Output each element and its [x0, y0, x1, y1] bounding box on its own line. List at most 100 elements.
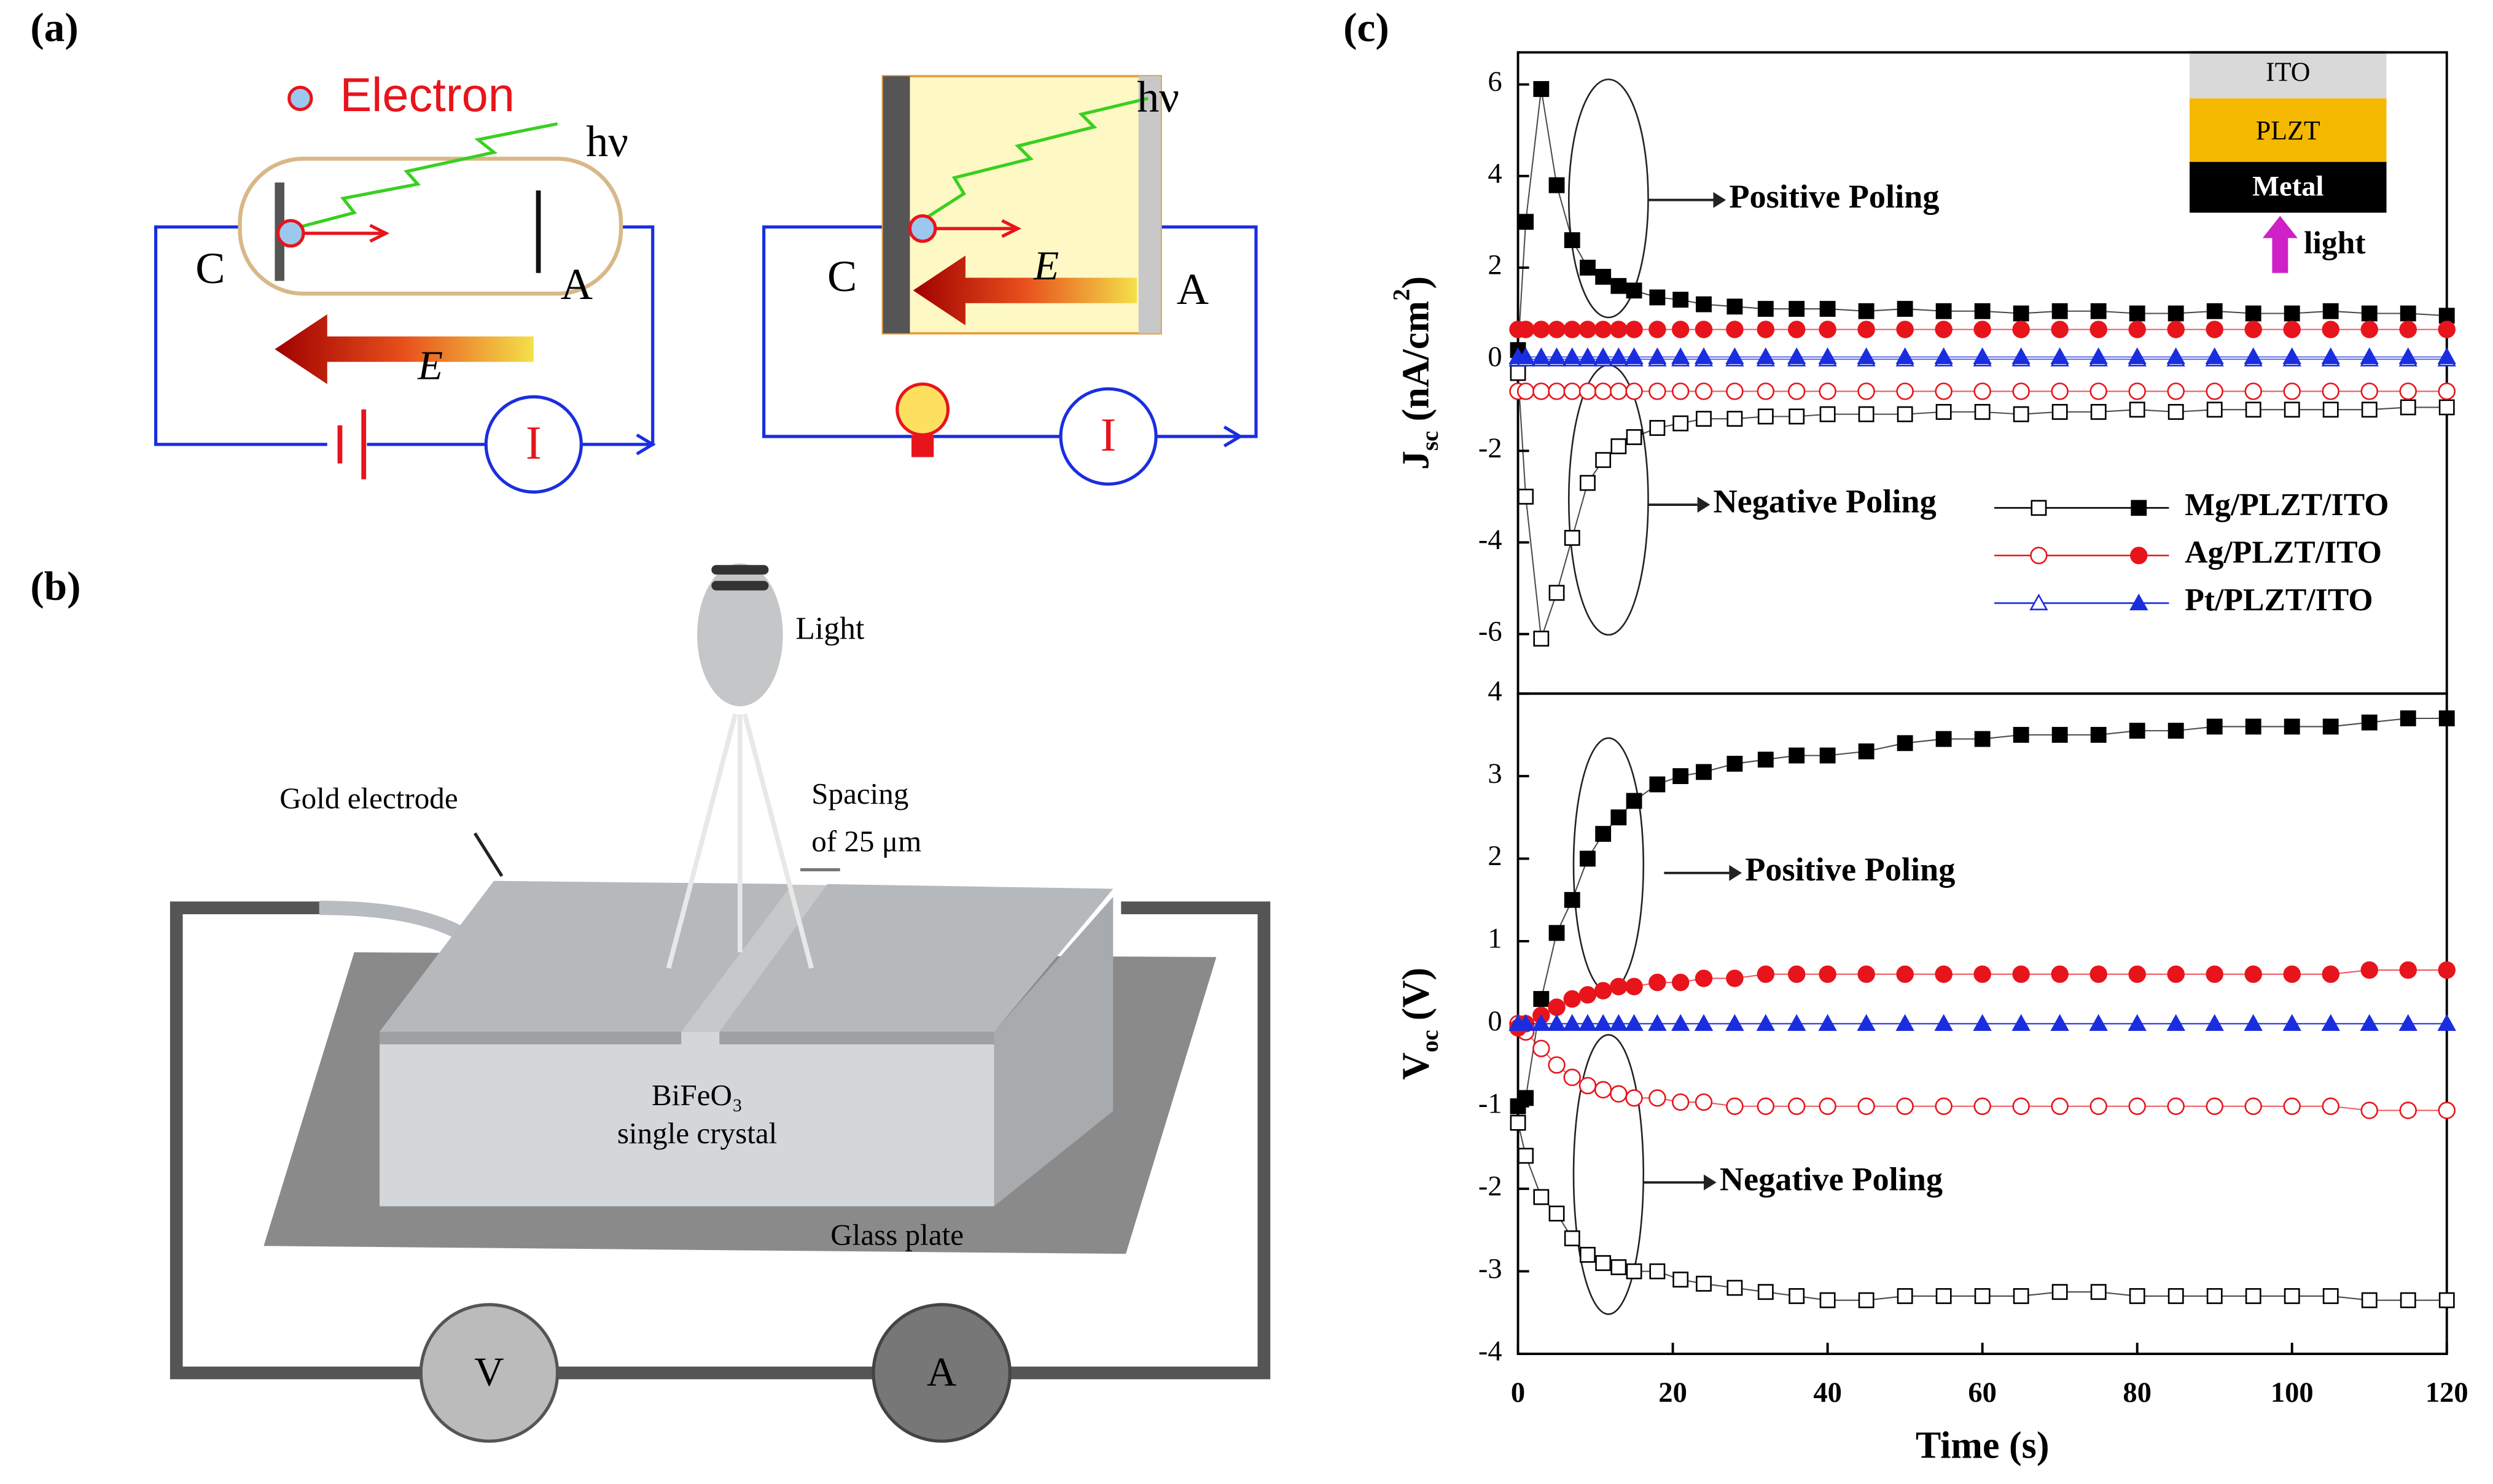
panel-label: (a) [30, 4, 78, 50]
legend-label: Ag/PLZT/ITO [2185, 535, 2382, 570]
marker [1789, 1288, 1805, 1304]
x-tick-label: 120 [2425, 1377, 2468, 1408]
y-tick-label: -1 [1478, 1088, 1502, 1119]
label: V [474, 1349, 504, 1395]
marker [1672, 292, 1689, 308]
marker [2167, 723, 2184, 739]
marker [2050, 347, 2069, 365]
marker [2206, 718, 2223, 735]
marker [1649, 776, 1666, 793]
y-tick-label: 4 [1488, 675, 1502, 707]
marker [1510, 365, 1526, 381]
marker [2321, 1014, 2340, 1031]
x-axis-label: Time (s) [1916, 1424, 2050, 1466]
marker [2129, 723, 2145, 739]
inset-layer [2190, 98, 2387, 162]
wire-arrow [1223, 425, 1244, 448]
marker [2051, 1284, 2068, 1300]
marker [2128, 347, 2147, 365]
marker [1671, 1014, 1690, 1031]
marker [1578, 320, 1597, 338]
marker [1547, 1014, 1566, 1031]
electrode-edge [719, 1031, 994, 1044]
marker [2167, 320, 2185, 338]
label: C [827, 252, 857, 301]
marker [1695, 969, 1713, 987]
marker [2245, 402, 2261, 418]
marker [1578, 383, 1597, 400]
marker [1696, 1275, 1712, 1292]
marker [1518, 1148, 1534, 1164]
marker [2322, 1097, 2339, 1115]
marker [1725, 347, 1744, 365]
marker [1649, 1263, 1666, 1280]
marker [1897, 1288, 1913, 1304]
marker [1594, 347, 1613, 365]
bulb [895, 382, 950, 437]
marker [1789, 747, 1805, 764]
marker [1974, 731, 1991, 747]
y-axis-label: Voc (V) [1395, 968, 1443, 1080]
electrode [1138, 76, 1161, 333]
marker [2284, 402, 2300, 418]
marker [1625, 320, 1643, 338]
marker [1625, 347, 1644, 365]
marker [1610, 977, 1628, 996]
annotation: Negative Poling [1713, 483, 1936, 519]
marker [2089, 347, 2108, 365]
marker [2322, 320, 2339, 338]
marker [1625, 977, 1643, 996]
marker [2013, 406, 2029, 422]
marker [2167, 965, 2185, 983]
marker [1548, 320, 1566, 338]
marker [2011, 347, 2031, 365]
marker [1594, 320, 1612, 338]
marker [2398, 347, 2417, 365]
marker [1973, 320, 1991, 338]
marker [1516, 1014, 1535, 1031]
marker [1649, 420, 1666, 436]
marker [1626, 282, 1642, 299]
marker [1896, 320, 1914, 338]
marker [1564, 892, 1580, 908]
marker [1610, 809, 1627, 826]
legend-label: Mg/PLZT/ITO [2185, 488, 2389, 523]
marker [2322, 383, 2339, 400]
marker [2398, 1014, 2417, 1031]
marker [1516, 383, 1535, 400]
legend-label: Pt/PLZT/ITO [2185, 583, 2373, 618]
label: I [526, 416, 542, 469]
wire [1010, 901, 1271, 1380]
marker [2089, 383, 2107, 400]
diagram-a-right: hν C A E I [762, 72, 1258, 486]
marker [1858, 743, 1875, 759]
marker [1532, 347, 1551, 365]
marker [1563, 990, 1581, 1008]
marker [1857, 347, 1876, 365]
marker [2206, 1288, 2223, 1304]
marker [2167, 383, 2185, 400]
marker [2206, 1097, 2223, 1115]
marker [2283, 320, 2301, 338]
marker [1787, 1097, 1806, 1115]
marker [1649, 289, 1666, 306]
electron-icon [287, 85, 313, 111]
marker [2128, 965, 2146, 983]
marker [1935, 965, 1953, 983]
marker [1563, 1068, 1581, 1086]
marker [2051, 303, 2068, 319]
marker [2360, 347, 2379, 365]
wire-arrow [636, 433, 656, 456]
legend-marker [2130, 546, 2148, 564]
marker [2206, 965, 2223, 983]
y-tick-label: -3 [1478, 1253, 1502, 1284]
marker [1857, 965, 1875, 983]
marker [2051, 383, 2069, 400]
marker [1819, 383, 1836, 400]
photon [918, 96, 1149, 224]
legend-marker [2029, 593, 2048, 610]
marker [2438, 308, 2455, 324]
inset-arrow [2272, 235, 2288, 273]
marker [2166, 347, 2185, 365]
marker [1609, 347, 1628, 365]
